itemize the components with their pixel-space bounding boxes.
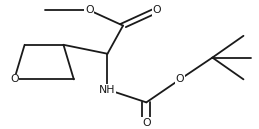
Text: NH: NH xyxy=(99,85,116,95)
Text: O: O xyxy=(142,118,151,128)
Text: O: O xyxy=(152,5,161,15)
Text: O: O xyxy=(10,74,19,84)
Text: O: O xyxy=(85,5,94,15)
Text: O: O xyxy=(176,74,184,84)
